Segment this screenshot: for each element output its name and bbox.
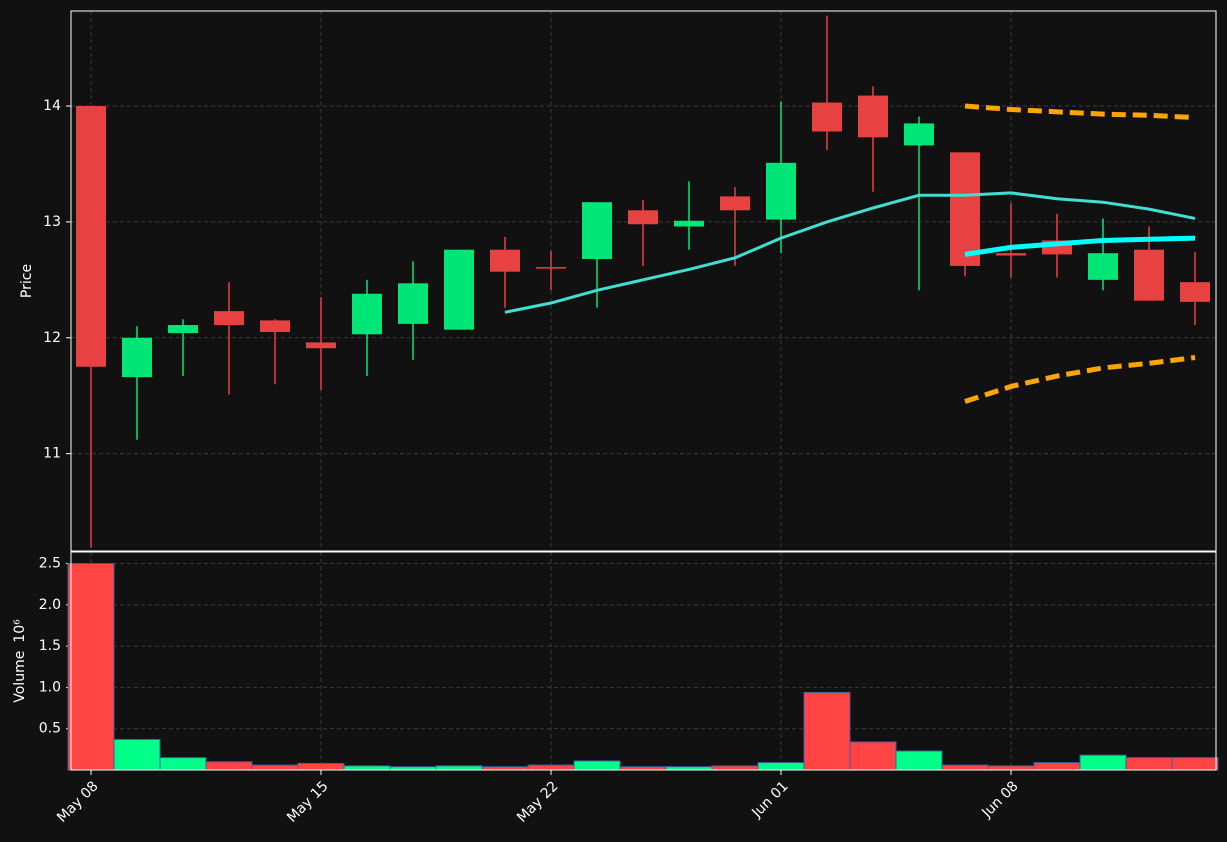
- y-axis-multiplier: 10⁶: [12, 619, 28, 643]
- y-tick-label: 14: [43, 98, 61, 114]
- candle-body: [766, 162, 796, 220]
- volume-bar: [113, 738, 161, 771]
- candle-body: [1134, 249, 1164, 301]
- volume-bar: [803, 691, 851, 771]
- volume-bar: [573, 760, 621, 771]
- y-tick-label: 12: [43, 330, 61, 346]
- candle-body: [674, 220, 704, 227]
- volume-bar: [711, 765, 759, 771]
- volume-bar: [527, 764, 575, 771]
- overlay-line: [964, 103, 1196, 121]
- volume-bar: [757, 762, 805, 771]
- candle-body: [858, 95, 888, 138]
- volume-bar: [895, 750, 943, 771]
- candle-body: [1180, 282, 1210, 302]
- volume-bar: [1171, 757, 1219, 771]
- candle-body: [720, 196, 750, 211]
- candle-body: [352, 293, 382, 335]
- volume-bar: [251, 764, 299, 771]
- candle-body: [536, 267, 566, 269]
- candle-body: [214, 311, 244, 326]
- candle-body: [168, 325, 198, 334]
- candle-body: [628, 210, 658, 225]
- candle-body: [260, 320, 290, 332]
- candle-body: [490, 249, 520, 272]
- volume-bar: [297, 762, 345, 771]
- volume-bar: [159, 757, 207, 771]
- volume-bar: [435, 765, 483, 771]
- y-tick-label: 11: [43, 446, 61, 462]
- candle-body: [1088, 253, 1118, 280]
- y-axis-label: Volume 10⁶: [12, 619, 28, 703]
- overlay-line: [504, 191, 1196, 314]
- y-tick-label: 1.5: [39, 638, 61, 654]
- candle-body: [996, 253, 1026, 256]
- y-tick-label: 13: [43, 214, 61, 230]
- volume-bar: [343, 765, 391, 771]
- y-tick-label: 1.0: [39, 679, 61, 695]
- volume-bar: [1125, 757, 1173, 771]
- candle-body: [398, 283, 428, 324]
- candle-body: [582, 202, 612, 259]
- volume-bar: [67, 563, 115, 771]
- candle-body: [904, 123, 934, 146]
- volume-bar: [849, 741, 897, 771]
- candle-body: [122, 337, 152, 378]
- plot-frame: [70, 10, 1217, 552]
- volume-bar: [205, 761, 253, 771]
- y-axis-label: Price: [19, 264, 35, 298]
- overlay-line: [964, 235, 1196, 257]
- overlay-line: [964, 355, 1196, 404]
- candle-body: [812, 102, 842, 132]
- volume-bar: [1079, 754, 1127, 771]
- candle-body: [306, 342, 336, 349]
- candle-body: [444, 249, 474, 330]
- y-tick-label: 2.5: [39, 556, 61, 572]
- y-tick-label: 0.5: [39, 721, 61, 737]
- volume-bar: [1033, 762, 1081, 771]
- y-axis-label-name: Volume: [12, 651, 28, 703]
- volume-bar: [941, 764, 989, 771]
- volume-bar: [987, 765, 1035, 771]
- candle-body: [950, 152, 980, 266]
- y-tick-label: 2.0: [39, 597, 61, 613]
- plot-frame: [70, 551, 1217, 771]
- candle-body: [76, 106, 106, 367]
